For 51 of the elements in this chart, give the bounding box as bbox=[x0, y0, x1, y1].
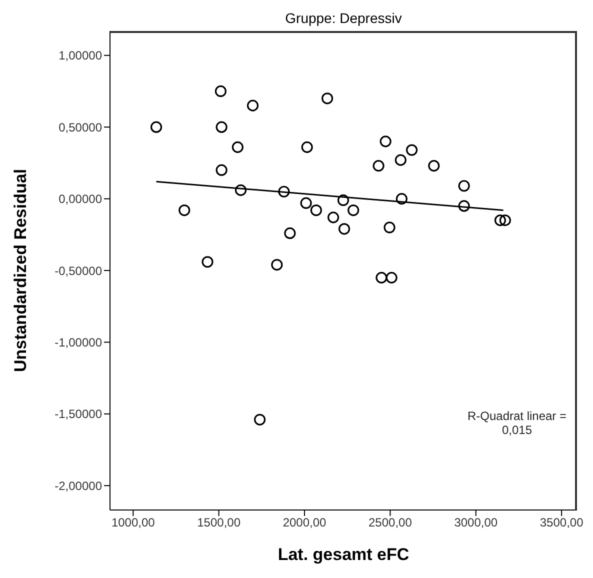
point bbox=[348, 204, 360, 216]
annotation: R-Quadrat linear = 0,015 bbox=[466, 409, 568, 438]
point bbox=[310, 204, 322, 216]
point bbox=[428, 160, 440, 172]
y-tick-label: 1,00000 bbox=[58, 48, 102, 63]
point bbox=[337, 194, 350, 206]
point bbox=[386, 272, 398, 284]
point bbox=[394, 154, 406, 166]
point bbox=[284, 227, 296, 240]
point bbox=[214, 85, 227, 98]
point bbox=[396, 192, 408, 205]
point bbox=[234, 184, 247, 196]
point bbox=[384, 222, 396, 234]
point bbox=[271, 258, 283, 271]
point bbox=[494, 214, 506, 226]
chart-title: Gruppe: Depressiv bbox=[284, 10, 403, 26]
x-tick-label: 2000,00 bbox=[282, 516, 327, 530]
point bbox=[202, 256, 214, 268]
point bbox=[232, 141, 244, 153]
point bbox=[338, 223, 350, 235]
point bbox=[216, 164, 228, 176]
point bbox=[300, 197, 312, 209]
x-tick-label: 1000,00 bbox=[111, 516, 156, 530]
point bbox=[376, 272, 388, 284]
y-tick-label: 0,50000 bbox=[58, 120, 102, 134]
point bbox=[246, 100, 259, 112]
point bbox=[150, 121, 162, 133]
point bbox=[458, 200, 470, 212]
x-axis-title: Lat. gesamt eFC bbox=[278, 545, 410, 564]
y-tick-label: -1,50000 bbox=[54, 407, 102, 422]
point bbox=[328, 212, 340, 224]
x-tick-label: 3000,00 bbox=[454, 516, 498, 530]
x-tick-label: 1500,00 bbox=[197, 516, 241, 530]
point bbox=[322, 92, 334, 104]
point bbox=[406, 144, 418, 156]
point bbox=[278, 186, 290, 198]
point bbox=[216, 121, 228, 133]
x-tick-label: 3500,00 bbox=[540, 516, 584, 530]
y-tick-label: -1,00000 bbox=[54, 335, 102, 350]
y-axis-title: Unstandardized Residual bbox=[11, 168, 30, 372]
point bbox=[380, 136, 392, 148]
point bbox=[372, 160, 384, 172]
y-tick-label: -0,50000 bbox=[54, 264, 102, 278]
point bbox=[499, 214, 511, 226]
point bbox=[178, 204, 190, 216]
y-tick-label: -2,00000 bbox=[54, 478, 102, 493]
y-tick-label: 0,00000 bbox=[58, 192, 102, 206]
x-tick-label: 2500,00 bbox=[368, 516, 412, 530]
point bbox=[458, 180, 470, 192]
point bbox=[254, 414, 266, 426]
point bbox=[301, 141, 313, 153]
